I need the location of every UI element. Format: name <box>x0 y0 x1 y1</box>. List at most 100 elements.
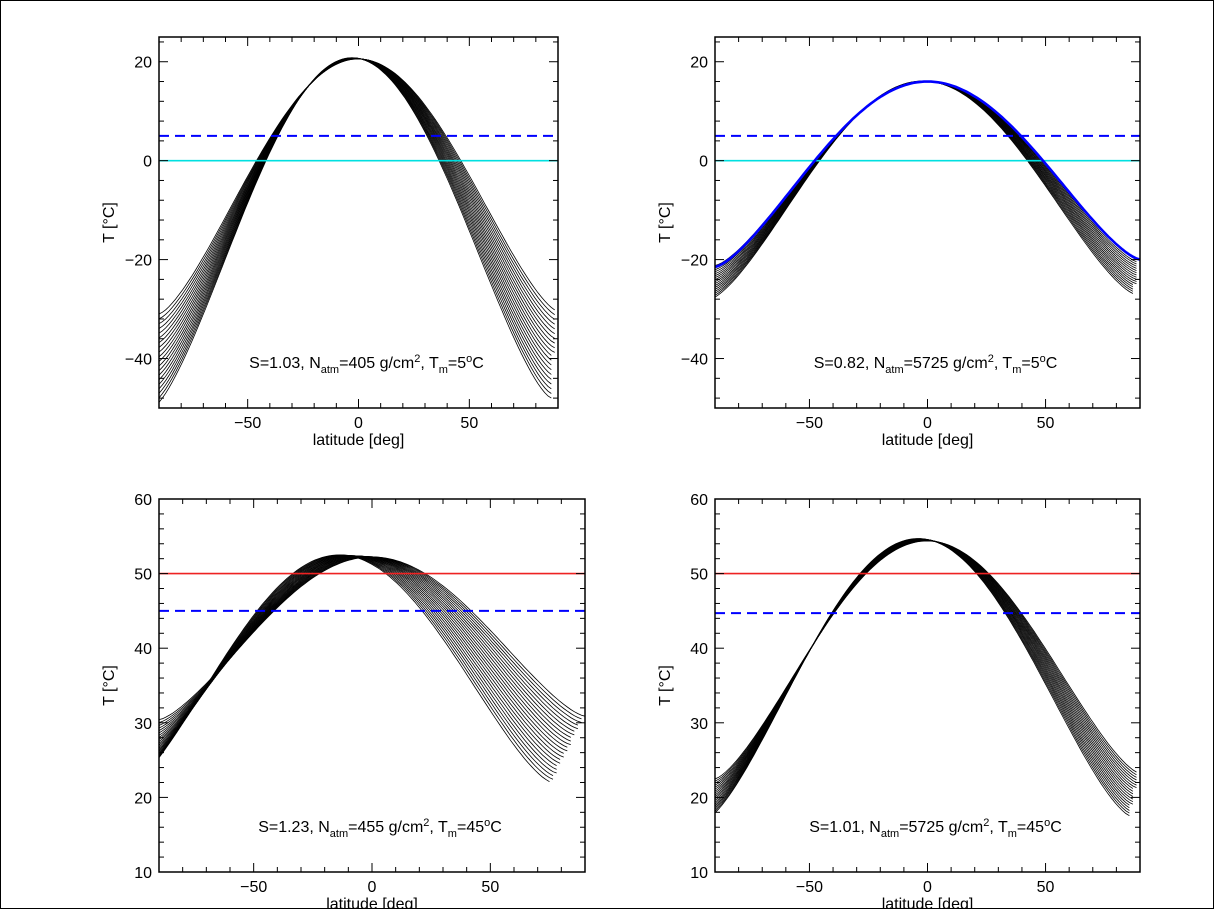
panel-4: −50 0 50 10 20 30 40 50 60 latitude [deg] T [°C] S=… <box>657 492 1141 908</box>
family-curve <box>715 80 1134 298</box>
family-curve <box>159 57 555 358</box>
family-curve <box>159 58 555 353</box>
parameter-annotation: S=1.03, Natm=405 g/cm2, Tm=5oC <box>249 353 484 376</box>
plot-area <box>715 80 1140 298</box>
y-tick-label: −20 <box>681 253 708 270</box>
y-tick-label: 20 <box>690 790 708 807</box>
x-axis-label: latitude [deg] <box>882 432 974 449</box>
family-curve <box>715 539 1134 800</box>
plot-frame <box>158 36 559 409</box>
x-tick-label: 50 <box>1037 879 1055 896</box>
y-tick-label: 60 <box>690 492 708 509</box>
y-tick-label: 60 <box>134 492 152 509</box>
family-curve <box>715 80 1137 281</box>
x-axis-label: latitude [deg] <box>313 432 405 449</box>
y-tick-label: 0 <box>699 154 708 171</box>
y-axis-label: T [°C] <box>101 665 118 706</box>
family-curve <box>159 58 555 339</box>
parameter-annotation: S=1.23, Natm=455 g/cm2, Tm=45oC <box>258 817 502 840</box>
y-tick-label: 50 <box>134 567 152 584</box>
family-curve <box>159 556 585 720</box>
y-axis-label: T [°C] <box>657 665 674 706</box>
y-tick-label: 30 <box>690 716 708 733</box>
family-curve <box>159 57 552 390</box>
family-curve <box>715 80 1137 288</box>
parameter-annotation: S=1.01, Natm=5725 g/cm2, Tm=45oC <box>809 817 1062 840</box>
family-curve <box>159 556 575 734</box>
family-curve <box>159 57 552 403</box>
family-curve <box>159 57 552 376</box>
family-curve <box>159 57 552 371</box>
x-tick-label: −50 <box>796 879 823 896</box>
family-curve <box>715 539 1137 790</box>
family-curve <box>159 555 568 748</box>
family-curve <box>715 80 1137 286</box>
family-curve <box>159 555 571 742</box>
family-curve <box>715 81 1137 268</box>
family-curve <box>159 57 552 362</box>
family-curve <box>715 81 1137 273</box>
family-curve <box>715 539 1134 798</box>
panel-1: −50 0 50 −40 −20 0 20 latitude [deg] T [°C] S=1.0… <box>101 36 559 449</box>
y-tick-label: 20 <box>134 55 152 72</box>
x-tick-label: −50 <box>240 879 267 896</box>
family-curve <box>715 81 1137 275</box>
parameter-annotation: S=0.82, Natm=5725 g/cm2, Tm=5oC <box>814 353 1058 376</box>
family-curve <box>715 539 1137 792</box>
family-curve <box>715 538 1130 807</box>
family-curve <box>159 58 555 344</box>
y-tick-label: 10 <box>134 865 152 882</box>
family-curve <box>715 80 1134 294</box>
family-curve <box>715 538 1134 805</box>
family-curve <box>715 80 1134 292</box>
family-curve <box>159 556 582 724</box>
family-curve <box>715 539 1134 794</box>
family-curve <box>159 57 552 394</box>
family-curve <box>715 540 1137 782</box>
family-curve <box>159 58 555 315</box>
x-tick-label: −50 <box>234 415 261 432</box>
plot-frame <box>158 498 586 873</box>
y-axis-label: T [°C] <box>657 202 674 243</box>
plot-area <box>159 57 558 403</box>
family-curve <box>715 539 1137 788</box>
x-tick-label: 50 <box>481 879 499 896</box>
plot-frame <box>714 498 1141 873</box>
x-tick-label: 0 <box>368 879 377 896</box>
family-curve <box>159 554 557 766</box>
plot-area <box>159 554 585 783</box>
x-tick-label: 50 <box>1037 415 1055 432</box>
x-tick-label: 0 <box>923 415 932 432</box>
family-curve <box>159 58 555 348</box>
x-tick-label: −50 <box>796 415 823 432</box>
family-curve <box>715 539 1134 796</box>
family-curve <box>159 556 579 729</box>
x-axis-label: latitude [deg] <box>882 896 974 908</box>
family-curve <box>715 80 1134 296</box>
family-curve <box>715 540 1137 784</box>
family-curve <box>159 555 561 764</box>
y-tick-label: 20 <box>134 790 152 807</box>
y-tick-label: 10 <box>690 865 708 882</box>
y-tick-label: −20 <box>125 253 152 270</box>
family-curve <box>715 81 1137 266</box>
x-tick-label: 0 <box>354 415 363 432</box>
panel-2: −50 0 50 −40 −20 0 20 latitude [deg] T [°C] S=0.8… <box>657 36 1141 449</box>
family-curve <box>159 554 557 774</box>
highlight-curve <box>715 80 1140 269</box>
family-curve <box>715 538 1130 811</box>
family-curve <box>159 555 568 752</box>
family-curve <box>159 57 552 367</box>
family-curve <box>715 538 1130 817</box>
y-tick-label: −40 <box>681 352 708 369</box>
y-tick-label: 30 <box>134 716 152 733</box>
family-curve <box>159 556 575 736</box>
x-axis-label: latitude [deg] <box>326 896 418 908</box>
family-curve <box>159 58 555 334</box>
family-curve <box>715 540 1137 786</box>
family-curve <box>715 539 1134 801</box>
y-axis-label: T [°C] <box>101 202 118 243</box>
family-curve <box>715 80 1137 284</box>
